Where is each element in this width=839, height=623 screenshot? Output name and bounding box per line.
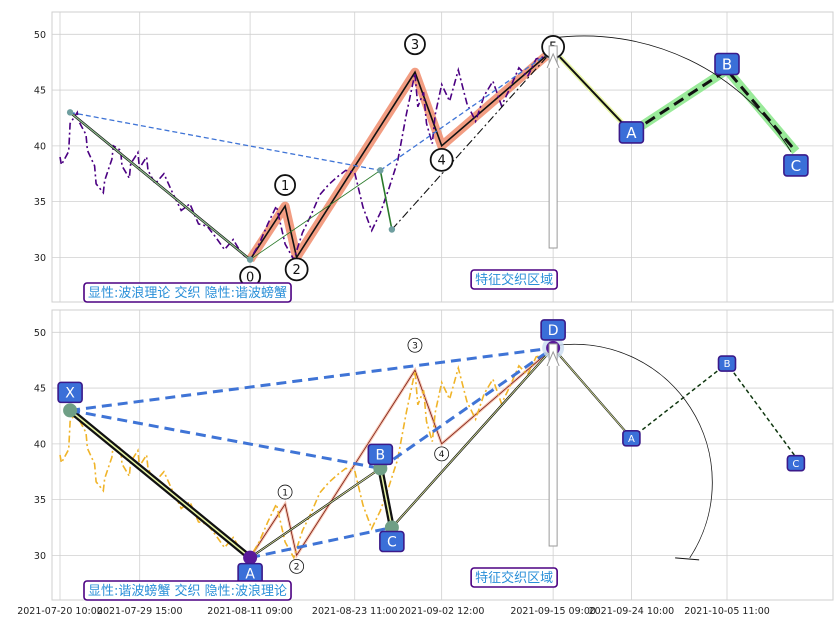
x-tick-label: 2021-09-24 10:00 <box>589 606 675 617</box>
x-tick-label: 2021-10-05 11:00 <box>684 606 770 617</box>
harmonic-dashed-leg <box>69 346 554 412</box>
wave-point-2-circle <box>289 558 305 574</box>
x-tick-label: 2021-07-29 15:00 <box>97 606 183 617</box>
overlap-arrow-shaft <box>548 45 558 249</box>
harmonic-point-c-label: C <box>387 535 397 551</box>
harmonic-point-x-box <box>57 381 83 404</box>
wave-point-1-circle <box>274 174 296 196</box>
projection-point-a-box <box>618 121 645 144</box>
harmonic-bc-inner <box>379 468 393 528</box>
wave-point-4-label: 4 <box>438 154 446 169</box>
wave-point-1-circle <box>277 484 293 500</box>
harmonic-dashed-leg <box>379 346 554 470</box>
projection-abc <box>630 68 798 153</box>
projection-point-b-label: B <box>722 55 732 73</box>
x-tick-label: 2021-09-15 09:00 <box>510 606 596 617</box>
harmonic-dashed-leg <box>69 408 381 470</box>
projection-point-c-label: C <box>792 459 799 470</box>
annotation-box <box>83 282 292 303</box>
y-tick-label: 35 <box>34 197 46 208</box>
wave-point-1-label: 1 <box>281 179 289 194</box>
wave-point-1-label: 1 <box>282 488 288 498</box>
price-line <box>59 50 554 262</box>
projection-arc <box>553 35 792 153</box>
overlap-label-box <box>470 269 558 290</box>
projection-point-b-box <box>717 355 737 372</box>
pattern-ab <box>249 170 381 260</box>
harmonic-dashed-leg <box>249 526 393 560</box>
y-tick-label: 50 <box>34 30 46 41</box>
harmonic-point-a-dot <box>243 550 258 565</box>
pattern-bd-dash <box>379 49 554 171</box>
overlap-label-text: 特征交织区域 <box>475 272 553 288</box>
projection-5a <box>552 49 633 134</box>
annotation-box <box>83 580 292 601</box>
top-panel: 3035404550012345ABC特征交织区域显性:波浪理论 交织 隐性:谐… <box>34 11 834 303</box>
harmonic-point-d-box <box>540 319 566 341</box>
projection-point-c-label: C <box>791 157 801 175</box>
annotation-text: 显性:波浪理论 交织 隐性:谐波螃蟹 <box>88 285 287 301</box>
pattern-bc <box>379 170 393 230</box>
x-tick-label: 2021-08-11 09:00 <box>207 606 293 617</box>
overlap-arrow-head <box>546 350 560 367</box>
y-tick-label: 50 <box>34 328 46 339</box>
pattern-point <box>377 167 384 174</box>
projection-arc <box>553 343 713 559</box>
wave-point-2-label: 2 <box>294 563 300 573</box>
wave-point-2-circle <box>284 257 309 282</box>
price-line <box>59 348 554 560</box>
wave-point-4-circle <box>429 147 454 172</box>
pattern-point <box>388 226 396 233</box>
harmonic-ab-inner <box>249 468 381 558</box>
wave-point-2-label: 2 <box>293 263 301 278</box>
wave-point-3-circle <box>404 33 426 56</box>
wave-point-0-label: 0 <box>246 270 254 285</box>
projection-point-a-box <box>622 429 641 447</box>
pattern-point <box>246 256 254 263</box>
wave-point-4-label: 4 <box>439 450 445 460</box>
x-tick-label: 2021-08-23 11:00 <box>312 606 398 617</box>
overlap-label-text: 特征交织区域 <box>475 570 553 586</box>
pattern-xb-dash <box>69 111 381 172</box>
harmonic-point-c-box <box>379 530 405 553</box>
projection-point-c-box <box>783 154 809 177</box>
projection-arc-end <box>675 557 700 561</box>
overlap-arrow-head <box>546 52 560 69</box>
projection-point-b-label: B <box>724 359 731 370</box>
projection-point-c-box <box>786 454 806 472</box>
harmonic-point-b-box <box>367 443 394 466</box>
harmonic-point-x-dot <box>63 403 78 418</box>
y-tick-label: 35 <box>34 495 46 506</box>
y-tick-label: 30 <box>34 253 46 264</box>
annotation-text: 显性:谐波螃蟹 交织 隐性:波浪理论 <box>88 583 287 599</box>
wave-point-4-circle <box>434 446 450 462</box>
y-tick-label: 45 <box>34 384 46 395</box>
harmonic-point-d-label: D <box>548 323 559 339</box>
projection-point-b-box <box>714 52 740 76</box>
x-tick-label: 2021-07-20 10:00 <box>17 606 103 617</box>
y-tick-label: 40 <box>34 439 46 450</box>
pattern-point <box>66 109 74 116</box>
x-tick-label: 2021-09-02 12:00 <box>399 606 485 617</box>
projection-da-inner <box>552 347 632 439</box>
pattern-xa-inner <box>69 111 251 261</box>
harmonic-xa-inner <box>69 409 251 559</box>
harmonic-point-x-label: X <box>65 385 75 401</box>
harmonic-cd-inner <box>391 347 554 528</box>
wave-point-3-label: 3 <box>411 38 419 53</box>
wave-point-3-label: 3 <box>412 341 418 351</box>
projection-point-a-label: A <box>628 434 635 445</box>
harmonic-point-b-label: B <box>376 447 386 463</box>
overlap-arrow-shaft <box>548 343 558 547</box>
y-tick-label: 30 <box>34 551 46 562</box>
y-tick-label: 40 <box>34 141 46 152</box>
wave-point-3-circle <box>407 337 423 353</box>
y-tick-label: 45 <box>34 86 46 97</box>
overlap-label-box <box>470 567 558 588</box>
harmonic-point-a-label: A <box>245 567 255 583</box>
projection-point-a-label: A <box>626 124 637 142</box>
